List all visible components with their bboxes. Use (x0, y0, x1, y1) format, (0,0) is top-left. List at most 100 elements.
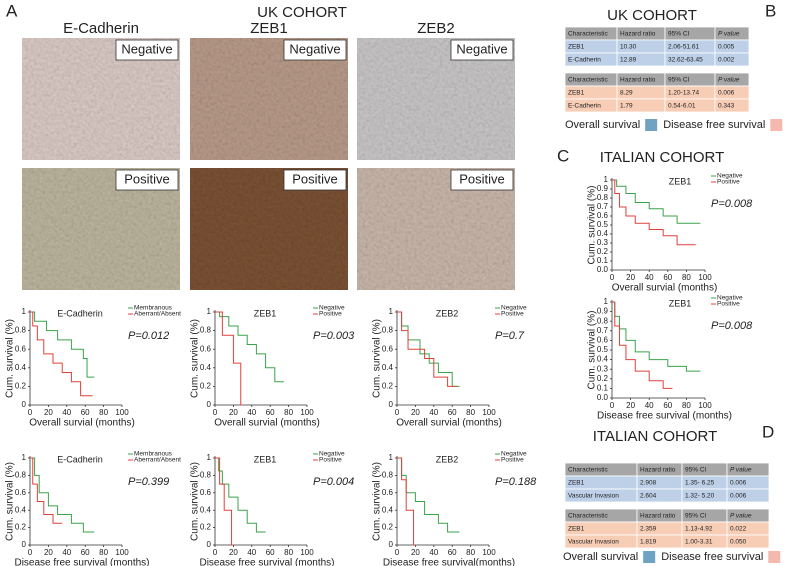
y-tick-label: 0.8 (15, 326, 27, 335)
y-tick-label: 0.4 (15, 363, 27, 372)
y-tick-label: 0.4 (200, 505, 212, 514)
y-tick-label: 0 (22, 540, 27, 549)
table-text: 0.002 (718, 57, 735, 64)
survival-curve (612, 179, 701, 224)
legend-swatch (768, 551, 781, 563)
x-tick-label: 40 (429, 408, 438, 417)
survival-curve (30, 457, 63, 524)
legend-label: Aberrant/Absent (134, 457, 181, 464)
x-tick-label: 40 (247, 548, 256, 557)
y-tick-label: 1 (22, 453, 27, 462)
survival-curve (215, 457, 266, 533)
survival-curve (30, 311, 95, 378)
y-tick-label: 0.8 (200, 471, 212, 480)
x-tick-label: 40 (62, 408, 71, 417)
y-tick-label: 0.7 (597, 202, 609, 211)
p-value: P=0.399 (128, 476, 169, 488)
x-tick-label: 20 (411, 408, 420, 417)
column-header: ZEB1 (250, 20, 288, 37)
table-text: Vascular Invasion (568, 539, 619, 546)
table-text: 8.29 (620, 90, 633, 97)
survival-curve (612, 301, 673, 389)
legend-label: Negative (717, 173, 743, 180)
y-tick-label: 1 (604, 175, 609, 184)
y-tick-label: 1 (207, 453, 212, 462)
x-tick-label: 0 (213, 408, 218, 417)
cohort-title: ITALIAN COHORT (600, 149, 724, 166)
table-text: 0.022 (730, 526, 747, 533)
y-tick-label: 0.4 (597, 355, 609, 364)
legend-label: Positive (717, 179, 740, 186)
p-value: P=0.7 (495, 330, 525, 342)
y-tick-label: 0.6 (382, 344, 394, 353)
x-tick-label: 80 (284, 548, 293, 557)
y-tick-label: 0.0 (597, 393, 609, 402)
y-tick-label: 0.9 (597, 307, 609, 316)
y-tick-label: 0.7 (597, 326, 609, 335)
legend-label: Negative (319, 305, 345, 312)
y-tick-label: 0 (207, 540, 212, 549)
survival-curve (215, 311, 284, 383)
table-text: ZEB1 (568, 526, 585, 533)
table-text: E-Cadherin (568, 103, 601, 110)
p-value: P=0.012 (128, 330, 169, 342)
cohort-title: UK COHORT (607, 7, 697, 24)
y-tick-label: 0.2 (200, 523, 212, 532)
survival-curve (397, 457, 416, 546)
x-tick-label: 80 (466, 408, 475, 417)
survival-curve (397, 311, 457, 387)
x-axis-label: Disease free survival (months) (199, 558, 334, 566)
chart-title: E-Cadherin (57, 454, 103, 464)
table-text: 2.359 (640, 526, 657, 533)
table-text: 1.32- 5.20 (685, 493, 715, 500)
y-tick-label: 0.5 (597, 220, 609, 229)
y-tick-label: 0.2 (15, 523, 27, 532)
label-box (115, 39, 179, 61)
y-tick-label: 0.8 (382, 326, 394, 335)
x-tick-label: 100 (482, 548, 496, 557)
y-tick-label: 0.8 (382, 471, 394, 480)
x-tick-label: 60 (448, 408, 457, 417)
table-header: 95% CI (668, 31, 690, 38)
chart-title: ZEB2 (436, 454, 459, 464)
table-text: 32.62-63.45 (668, 57, 703, 64)
y-axis-label: Cum. survival (%) (372, 319, 383, 398)
x-axis-label: Overall survial (months) (29, 418, 135, 429)
x-tick-label: 0 (28, 548, 33, 557)
chart-title: ZEB2 (436, 308, 459, 318)
image-label: Positive (124, 171, 170, 186)
y-axis-label: Cum. survival (%) (587, 311, 598, 390)
table-header: Hazard ratio (620, 77, 656, 84)
x-tick-label: 20 (44, 408, 53, 417)
x-tick-label: 60 (81, 408, 90, 417)
cohort-title: UK COHORT (257, 4, 347, 21)
table-header: 95% CI (685, 467, 707, 474)
x-tick-label: 80 (682, 401, 691, 410)
y-tick-label: 1 (389, 307, 394, 316)
x-tick-label: 0 (395, 408, 400, 417)
table-text: 0.050 (730, 539, 747, 546)
legend-label: Positive (501, 457, 524, 464)
y-tick-label: 0.1 (597, 256, 609, 265)
table-text: 0.343 (718, 103, 735, 110)
y-tick-label: 0.2 (200, 382, 212, 391)
table-header: P value (718, 77, 740, 84)
p-value: P=0.003 (313, 330, 355, 342)
p-value: P=0.004 (313, 476, 354, 488)
x-tick-label: 100 (698, 401, 712, 410)
x-tick-label: 100 (482, 408, 496, 417)
table-text: 1.20-13.74 (668, 90, 699, 97)
x-tick-label: 0 (610, 273, 615, 282)
table-text: 1.13-4.92 (685, 526, 713, 533)
chart-title: E-Cadherin (57, 308, 103, 318)
label-box (450, 39, 514, 61)
table-header: P value (730, 513, 752, 520)
legend-label: Negative (319, 451, 345, 458)
cohort-title: ITALIAN COHORT (593, 428, 717, 445)
y-axis-label: Cum. survival (%) (5, 319, 16, 398)
y-tick-label: 0.8 (597, 316, 609, 325)
y-tick-label: 0.6 (597, 211, 609, 220)
y-tick-label: 0 (22, 400, 27, 409)
column-header: ZEB2 (417, 20, 455, 37)
